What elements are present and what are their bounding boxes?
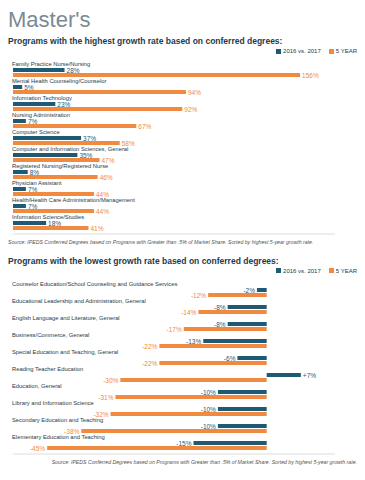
svg-text:Secondary Education and Teachi: Secondary Education and Teaching — [12, 417, 103, 423]
svg-text:-13%: -13% — [186, 337, 201, 344]
html-text:5 YEAR: 5 YEAR — [335, 267, 357, 274]
svg-text:Physician Assistant: Physician Assistant — [12, 180, 62, 186]
svg-text:+7%: +7% — [303, 371, 316, 378]
svg-text:7%: 7% — [28, 118, 38, 125]
svg-text:-8%: -8% — [214, 303, 226, 310]
svg-text:-22%: -22% — [142, 359, 157, 366]
svg-text:-8%: -8% — [214, 320, 226, 327]
svg-text:Elementary Education and Teach: Elementary Education and Teaching — [12, 434, 105, 440]
html-text:Master's: Master's — [8, 7, 91, 32]
svg-text:Health/Health Care Administrat: Health/Health Care Administration/Manage… — [12, 197, 135, 203]
svg-text:41%: 41% — [90, 225, 103, 232]
svg-text:7%: 7% — [28, 203, 38, 210]
svg-text:-2%: -2% — [243, 286, 255, 293]
svg-text:Nursing Administration: Nursing Administration — [12, 112, 70, 118]
svg-text:Counselor Education/School Cou: Counselor Education/School Counseling an… — [12, 281, 177, 287]
svg-text:37%: 37% — [83, 135, 96, 142]
svg-text:-45%: -45% — [30, 444, 45, 451]
svg-text:58%: 58% — [122, 140, 135, 147]
svg-text:23%: 23% — [57, 101, 70, 108]
svg-text:46%: 46% — [100, 174, 113, 181]
svg-text:-10%: -10% — [201, 405, 216, 412]
html-text:2016 vs. 2017: 2016 vs. 2017 — [283, 267, 321, 274]
svg-text:-12%: -12% — [191, 291, 206, 298]
html-text:Source: IPEDS Conferred Degree: Source: IPEDS Conferred Degrees based on… — [51, 458, 357, 465]
svg-text:Information Technology: Information Technology — [12, 95, 72, 101]
svg-text:Library and Information Scienc: Library and Information Science — [12, 400, 94, 406]
svg-text:Registered Nursing/Registered: Registered Nursing/Registered Nurse — [12, 163, 108, 169]
svg-text:44%: 44% — [96, 208, 109, 215]
svg-text:Educational Leadership and Adm: Educational Leadership and Administratio… — [12, 298, 146, 304]
svg-text:156%: 156% — [302, 72, 319, 79]
svg-text:-10%: -10% — [201, 388, 216, 395]
svg-text:Computer and Information Scien: Computer and Information Sciences, Gener… — [12, 146, 128, 152]
svg-text:8%: 8% — [30, 169, 40, 176]
svg-text:Reading Teacher Education: Reading Teacher Education — [12, 366, 83, 372]
svg-text:Special Education and Teaching: Special Education and Teaching, General — [12, 349, 118, 355]
svg-text:-15%: -15% — [176, 439, 191, 446]
svg-text:Business/Commerce, General: Business/Commerce, General — [12, 332, 89, 338]
html-text:Source: IPEDS Conferred Degree: Source: IPEDS Conferred Degrees based on… — [8, 239, 314, 245]
svg-text:Computer Science: Computer Science — [12, 129, 60, 135]
svg-text:-10%: -10% — [201, 422, 216, 429]
svg-text:94%: 94% — [188, 89, 201, 96]
svg-text:47%: 47% — [101, 157, 114, 164]
svg-text:-38%: -38% — [64, 427, 79, 434]
svg-text:35%: 35% — [79, 152, 92, 159]
svg-text:-32%: -32% — [93, 410, 108, 417]
svg-text:28%: 28% — [67, 67, 80, 74]
svg-text:English Language and Literatur: English Language and Literature, General — [12, 315, 120, 321]
svg-text:Family Practice Nurse/Nursing: Family Practice Nurse/Nursing — [12, 61, 91, 67]
svg-text:-22%: -22% — [142, 342, 157, 349]
svg-text:7%: 7% — [28, 186, 38, 193]
svg-text:Mental Health Counseling/Couns: Mental Health Counseling/Counselor — [12, 78, 107, 84]
svg-text:-30%: -30% — [103, 376, 118, 383]
svg-text:-14%: -14% — [181, 308, 196, 315]
html-text:Programs with the highest grow: Programs with the highest growth rate ba… — [8, 36, 283, 46]
svg-text:5%: 5% — [24, 84, 34, 91]
html-text:Programs with the lowest growt: Programs with the lowest growth rate bas… — [8, 255, 279, 266]
svg-text:92%: 92% — [184, 106, 197, 113]
svg-text:-31%: -31% — [98, 393, 113, 400]
html-text:5 YEAR: 5 YEAR — [335, 48, 357, 54]
html-text:2016 vs. 2017: 2016 vs. 2017 — [283, 48, 321, 54]
svg-text:44%: 44% — [96, 191, 109, 198]
svg-text:-6%: -6% — [224, 354, 236, 361]
svg-text:18%: 18% — [48, 220, 61, 227]
svg-text:Education, General: Education, General — [12, 383, 62, 389]
svg-text:-17%: -17% — [167, 325, 182, 332]
svg-text:Information Science/Studies: Information Science/Studies — [12, 214, 85, 220]
svg-text:67%: 67% — [138, 123, 151, 130]
